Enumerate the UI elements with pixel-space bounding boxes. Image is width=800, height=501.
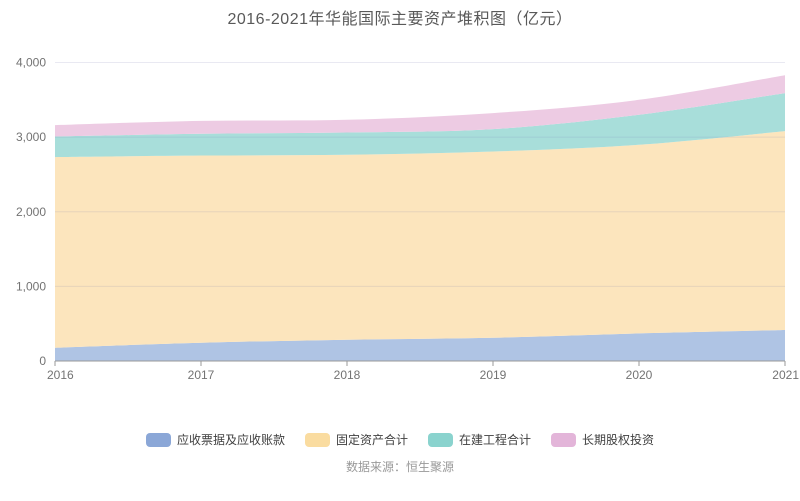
data-source-label: 数据来源：恒生聚源: [345, 460, 454, 474]
chart-legend: 应收票据及应收账款 固定资产合计 在建工程合计 长期股权投资: [0, 431, 800, 448]
area-series-2: [55, 93, 785, 158]
x-tick-label-2: 2018: [334, 368, 361, 382]
x-tick-label-5: 2021: [772, 368, 799, 382]
legend-item-2[interactable]: 在建工程合计: [428, 431, 531, 448]
area-series-3: [55, 75, 785, 137]
area-series-1: [55, 131, 785, 348]
legend-item-3[interactable]: 长期股权投资: [551, 431, 654, 448]
x-tick-label-1: 2017: [188, 368, 215, 382]
legend-label: 在建工程合计: [459, 433, 532, 447]
x-tick-label-3: 2019: [480, 368, 507, 382]
area-series-0: [55, 330, 785, 361]
chart-title: 2016-2021年华能国际主要资产堆积图（亿元）: [227, 11, 573, 28]
legend-item-1[interactable]: 固定资产合计: [304, 431, 408, 448]
legend-swatch-icon: [428, 432, 453, 447]
legend-label: 长期股权投资: [582, 433, 655, 447]
y-tick-label-4: 4,000: [16, 56, 46, 70]
legend-label: 固定资产合计: [335, 433, 408, 447]
y-tick-label-3: 3,000: [16, 130, 46, 144]
legend-swatch-icon: [551, 432, 577, 447]
legend-swatch-icon: [145, 432, 171, 447]
x-tick-label-0: 2016: [47, 368, 74, 382]
y-tick-label-1: 1,000: [16, 279, 46, 293]
y-tick-label-2: 2,000: [16, 205, 46, 219]
legend-swatch-icon: [304, 432, 330, 447]
legend-item-0[interactable]: 应收票据及应收账款: [145, 431, 285, 448]
legend-label: 应收票据及应收账款: [176, 433, 285, 447]
y-tick-label-0: 0: [39, 354, 46, 368]
stacked-area-chart: 2016 2017 2018 2019 2020 2021 0 1,000 2,000 3,000…: [16, 56, 799, 383]
x-tick-label-4: 2020: [626, 368, 653, 382]
